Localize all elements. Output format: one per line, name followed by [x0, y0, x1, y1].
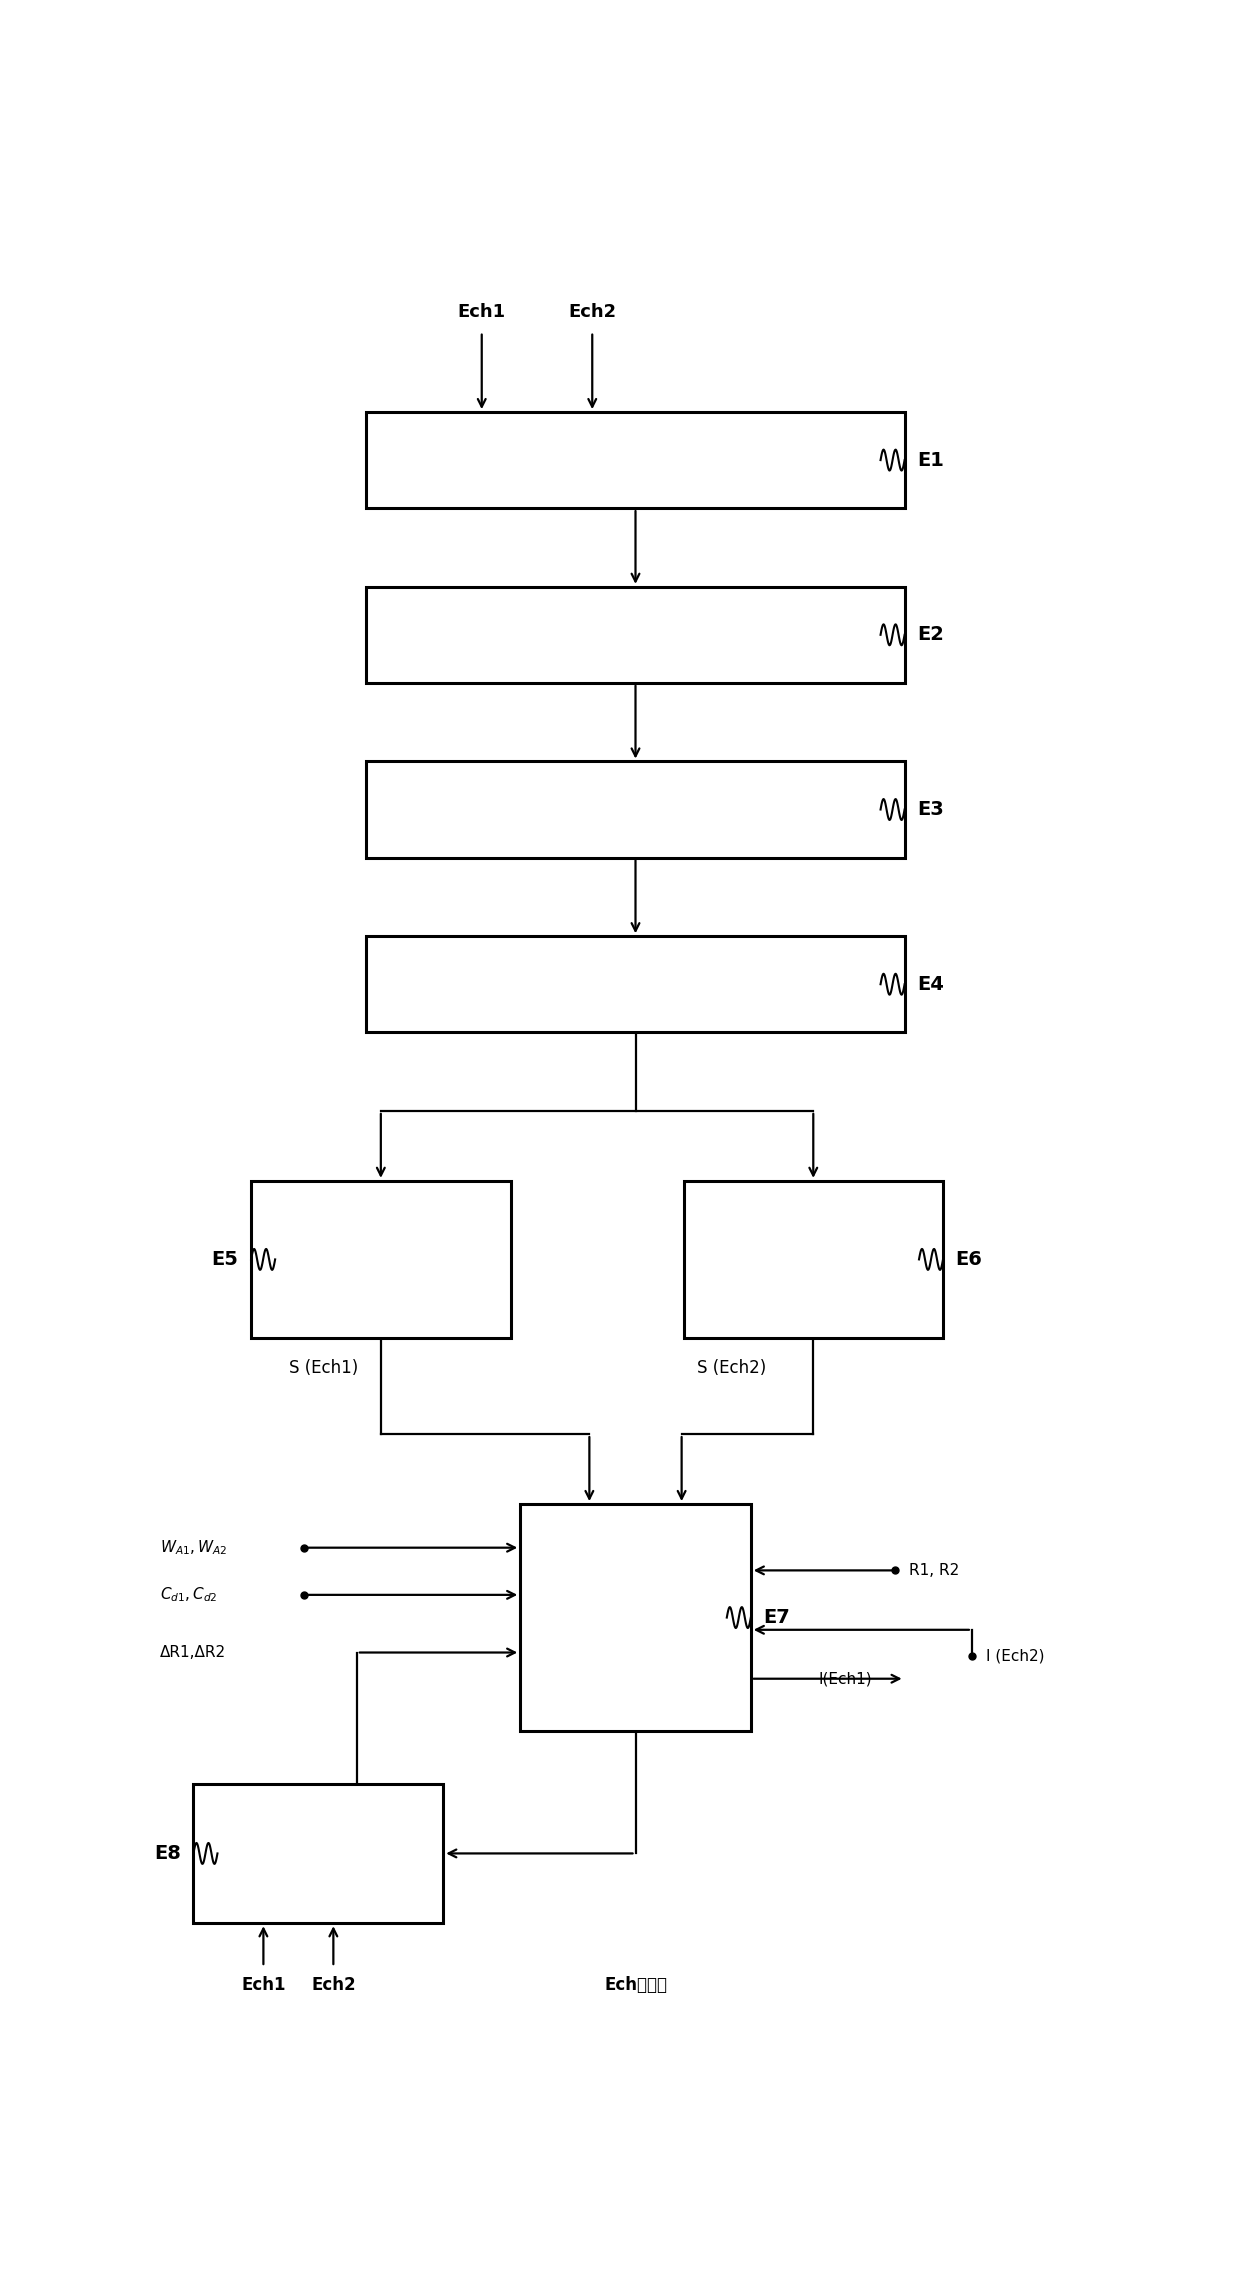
Text: E6: E6: [956, 1250, 982, 1268]
Text: Ech（空）: Ech（空）: [604, 1976, 667, 1994]
Bar: [250, 1180, 511, 1339]
Text: E4: E4: [918, 976, 944, 994]
Text: Ech1: Ech1: [458, 304, 506, 322]
Text: E5: E5: [212, 1250, 238, 1268]
Text: E3: E3: [918, 801, 944, 819]
Text: $C_{d1},C_{d2}$: $C_{d1},C_{d2}$: [160, 1586, 217, 1604]
Text: Ech2: Ech2: [311, 1976, 356, 1994]
Text: S (Ech2): S (Ech2): [697, 1359, 766, 1377]
Bar: [521, 1504, 751, 1731]
Bar: [367, 762, 905, 858]
Bar: [367, 588, 905, 683]
Text: I (Ech2): I (Ech2): [986, 1650, 1045, 1663]
Text: I(Ech1): I(Ech1): [818, 1672, 872, 1686]
Bar: [367, 413, 905, 508]
Bar: [367, 937, 905, 1032]
Text: E1: E1: [918, 452, 944, 470]
Text: S (Ech1): S (Ech1): [289, 1359, 358, 1377]
Text: E8: E8: [154, 1845, 181, 1863]
Text: E7: E7: [764, 1609, 790, 1627]
Bar: [193, 1783, 444, 1924]
Text: $W_{A1},W_{A2}$: $W_{A1},W_{A2}$: [160, 1538, 227, 1557]
Text: Ech2: Ech2: [568, 304, 616, 322]
Bar: [683, 1180, 944, 1339]
Text: Ech1: Ech1: [241, 1976, 285, 1994]
Text: ΔR1,ΔR2: ΔR1,ΔR2: [160, 1645, 226, 1661]
Text: R1, R2: R1, R2: [909, 1563, 960, 1577]
Text: E2: E2: [918, 626, 944, 644]
